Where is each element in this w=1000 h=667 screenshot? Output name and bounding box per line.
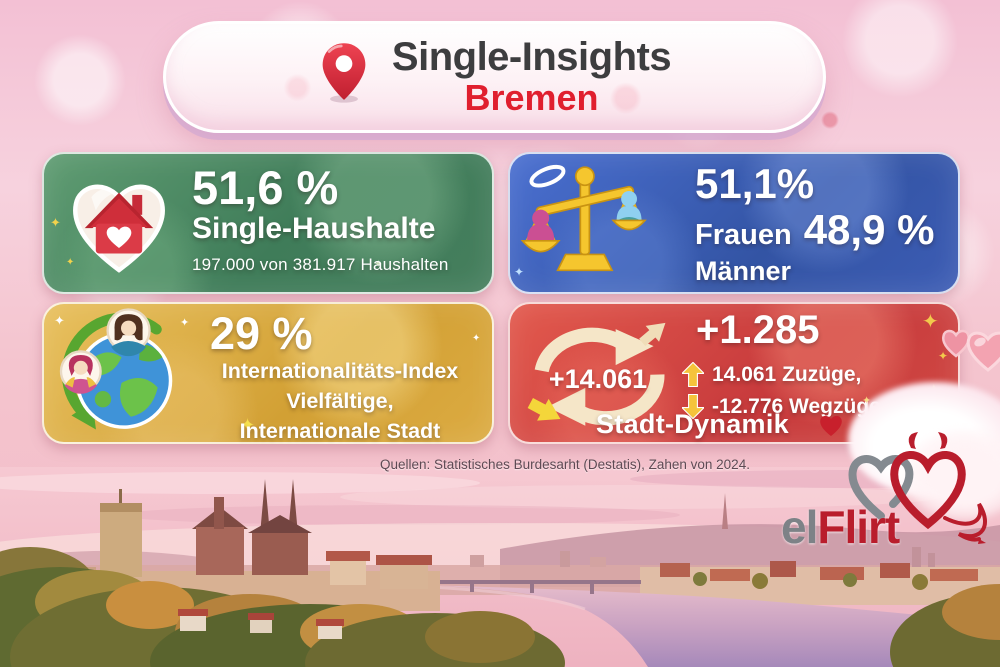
location-pin-icon — [318, 40, 370, 109]
bremen-cityscape — [0, 467, 1000, 667]
heart-house-icon — [73, 184, 165, 273]
sparkle-icon: ✦ — [922, 311, 939, 333]
elflirt-wordmark: elFlirt — [781, 500, 900, 554]
city-name: Bremen — [464, 77, 599, 119]
title-banner: Single-Insights Bremen — [163, 21, 826, 133]
women-share-value: 51,1% — [695, 160, 815, 207]
balance-scale-icon — [520, 164, 647, 272]
card-city-dynamics: +14.061 +1.285 14.061 Zuzüge, -12.776 We… — [508, 302, 1000, 444]
net-change-value: +14.061 — [548, 364, 648, 394]
city-dynamics-label: Stadt-Dynamik — [596, 409, 789, 439]
elflirt-hearts-icon — [848, 432, 987, 544]
single-households-detail: 197.000 von 381.917 Haushalten — [192, 255, 449, 275]
single-households-label: Single-Haushalte — [192, 211, 436, 245]
cycle-arrows-icon: +14.061 — [514, 312, 686, 440]
small-heart-icon — [820, 415, 842, 436]
page-title: Single-Insights — [391, 35, 672, 80]
card-gender-balance: ✦ 51,1% Frauen 48,9 % Männer — [508, 152, 960, 294]
single-households-value: 51,6 % — [192, 161, 339, 214]
logo-prefix: el — [781, 501, 818, 553]
logo-suffix: Flirt — [817, 501, 900, 553]
internationality-line2: Vielfältige, — [286, 388, 394, 413]
source-note: Quellen: Statistisches Burdesarht (Desta… — [380, 457, 750, 472]
up-arrow-icon — [682, 362, 704, 387]
men-share-value: 48,9 % — [803, 206, 935, 254]
outflow-text: -12.776 Wegzüge — [712, 394, 881, 418]
elflirt-logo: elFlirt — [775, 424, 1000, 564]
net-balance-value: +1.285 — [696, 308, 820, 352]
internationality-label: Internationalitäts-Index — [221, 359, 459, 384]
pink-hearts-icon — [941, 329, 1000, 372]
down-arrow-icon — [682, 394, 704, 419]
card-internationality: ✦ ✦ ✦ ✦ 29 % Internationalitäts-Index Vi… — [42, 302, 494, 444]
internationality-value: 29 % — [210, 308, 313, 359]
inflow-text: 14.061 Zuzüge, — [712, 362, 862, 386]
card-single-households: ✦ ✦ ✦ 51,6 % Single-Haushalte 197.000 vo… — [42, 152, 494, 294]
internationality-line3: Internationale Stadt — [239, 418, 441, 443]
women-label: Frauen — [695, 219, 792, 252]
men-label: Männer — [695, 256, 792, 287]
globe-community-icon — [59, 308, 173, 430]
